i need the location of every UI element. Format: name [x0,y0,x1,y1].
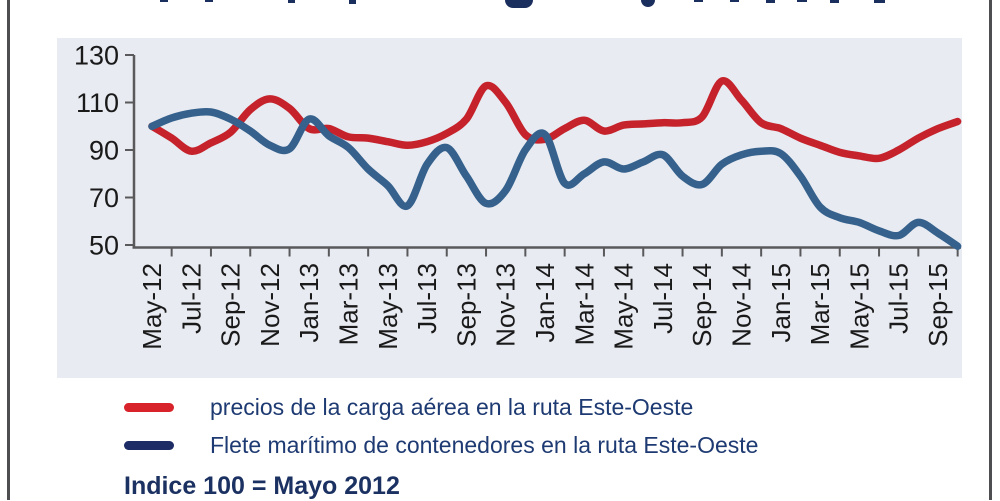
chart-legend: precios de la carga aérea en la ruta Est… [124,388,758,464]
chart-plot-area [57,38,962,378]
title-letter-fragment [505,0,533,8]
title-letter-fragment [349,0,356,4]
title-letter-fragment [730,0,739,2]
title-letter-fragment [641,0,655,7]
title-letter-fragment [160,0,168,2]
title-letter-fragment [830,0,839,3]
legend-item-air-cargo: precios de la carga aérea en la ruta Est… [124,388,758,426]
sea-freight-legend-swatch [124,440,174,450]
title-letter-fragment [797,0,807,2]
title-letter-fragment [288,0,295,3]
title-letter-fragment [766,0,775,3]
title-letter-fragment [874,0,885,3]
title-letter-fragment [694,0,703,2]
legend-item-sea-freight: Flete marítimo de contenedores en la rut… [124,426,758,464]
air-cargo-legend-swatch [124,402,174,412]
frame-right-border [989,0,992,500]
sea-freight-legend-label: Flete marítimo de contenedores en la rut… [210,431,759,458]
frame-left-border [7,0,10,500]
air-cargo-legend-label: precios de la carga aérea en la ruta Est… [210,393,694,420]
title-letter-fragment [205,0,213,2]
index-base-footnote: Indice 100 = Mayo 2012 [124,472,400,500]
